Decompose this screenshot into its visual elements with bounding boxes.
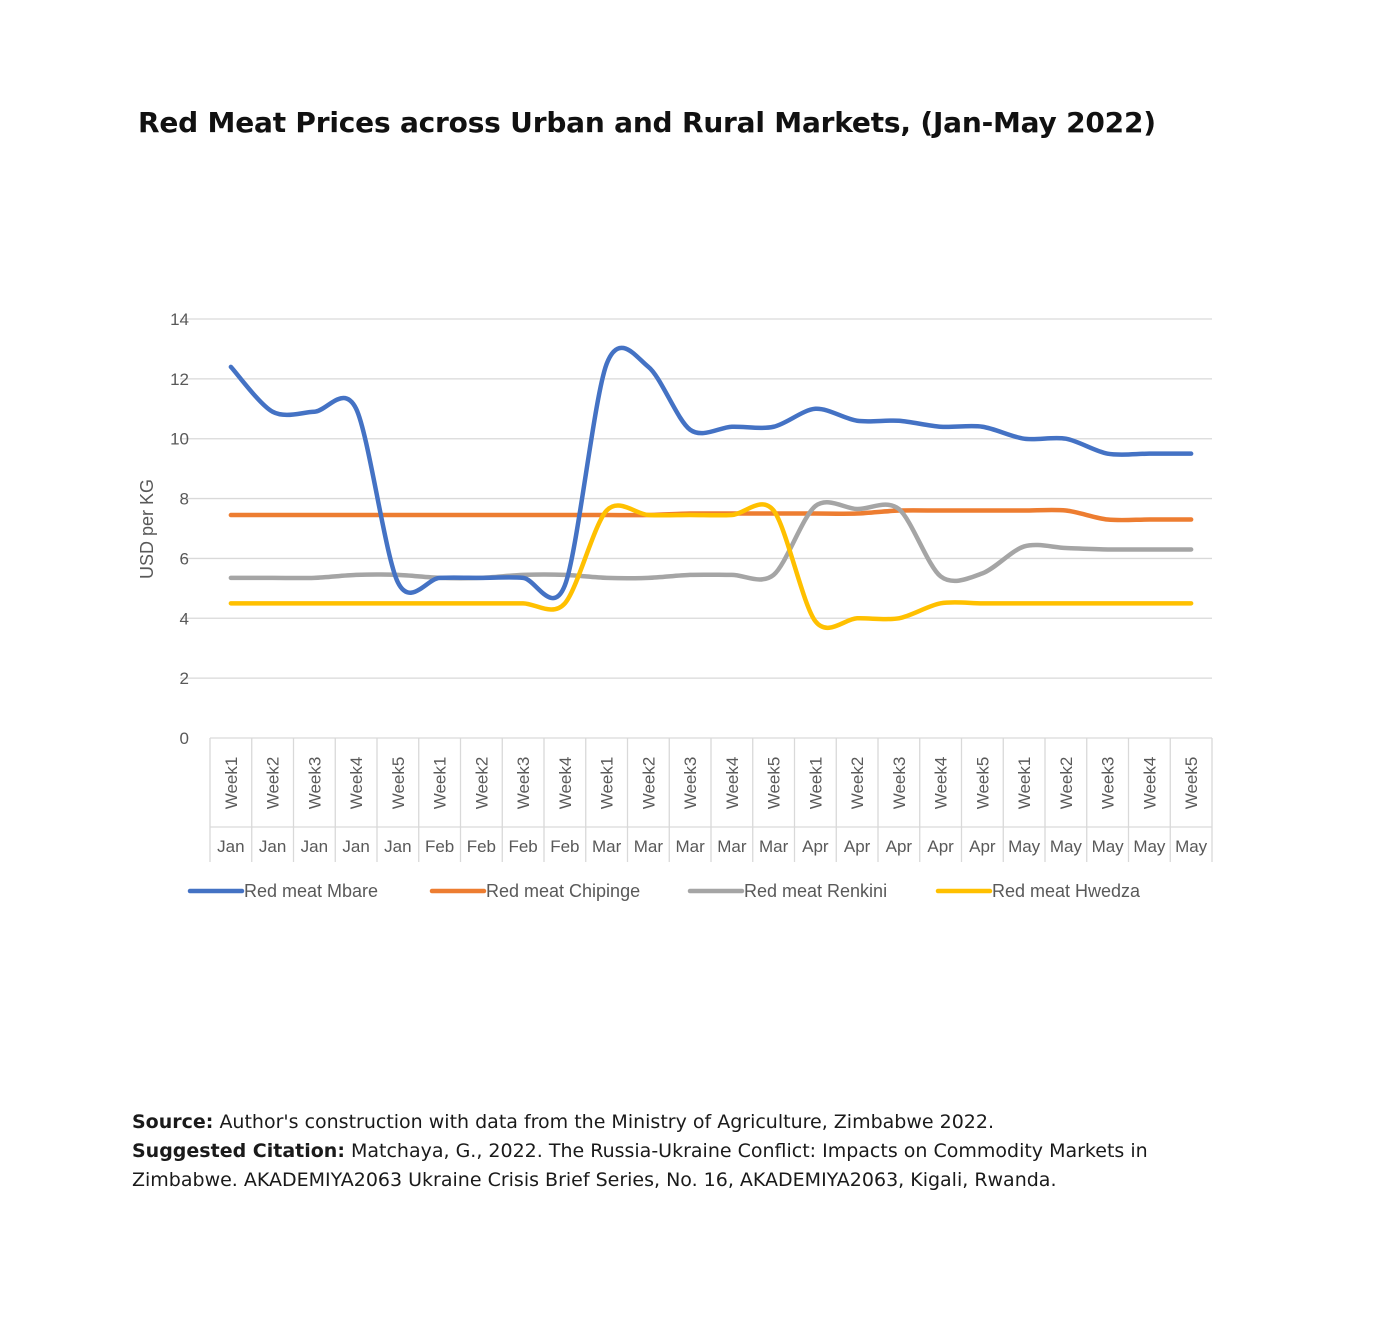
series-line-3: [228, 500, 1194, 584]
x-tick-month-label: May: [1050, 837, 1083, 856]
series-line-1: [228, 345, 1194, 601]
legend: Red meat Mbare Red meat Chipinge Red meat …: [187, 881, 1141, 901]
citation-line: Suggested Citation: Matchaya, G., 2022. …: [132, 1137, 1212, 1195]
x-tick-month-label: May: [1133, 837, 1166, 856]
x-tick-week-label: Week4: [932, 757, 951, 810]
y-tick-label: 4: [180, 609, 189, 628]
x-tick-week-label: Week3: [305, 757, 324, 810]
legend-label: Red meat Hwedza: [992, 881, 1141, 901]
x-tick-week-label: Week4: [347, 757, 366, 810]
x-tick-month-label: Mar: [759, 837, 789, 856]
legend-label: Red meat Mbare: [244, 881, 378, 901]
x-tick-week-label: Week5: [1182, 757, 1201, 810]
x-tick-month-label: Apr: [927, 837, 954, 856]
x-tick-week-label: Week2: [472, 757, 491, 810]
x-tick-week-label: Week1: [1015, 757, 1034, 810]
x-tick-week-label: Week4: [1140, 757, 1159, 810]
series-line-4: [228, 502, 1194, 630]
source-text: Author's construction with data from the…: [219, 1111, 995, 1133]
x-tick-month-label: Jan: [384, 837, 411, 856]
x-tick-month-label: May: [1092, 837, 1125, 856]
source-note: Source: Author's construction with data …: [132, 1108, 1212, 1195]
x-tick-month-label: Apr: [886, 837, 913, 856]
y-tick-label: 12: [170, 370, 189, 389]
x-tick-month-label: Mar: [717, 837, 747, 856]
y-tick-label: 14: [170, 310, 189, 329]
x-tick-week-label: Week3: [1099, 757, 1118, 810]
x-tick-week-label: Week1: [806, 757, 825, 810]
x-tick-month-label: Feb: [467, 837, 496, 856]
x-tick-week-label: Week2: [1057, 757, 1076, 810]
x-tick-month-label: Feb: [508, 837, 537, 856]
x-tick-month-label: Feb: [550, 837, 579, 856]
x-tick-week-label: Week3: [890, 757, 909, 810]
citation-label: Suggested Citation:: [132, 1140, 345, 1162]
gridlines: [180, 318, 1212, 679]
y-tick-label: 6: [180, 549, 189, 568]
citation-text: Matchaya, G., 2022. The Russia-Ukraine C…: [132, 1140, 1148, 1191]
y-tick-label: 2: [180, 669, 189, 688]
x-tick-week-label: Week5: [973, 757, 992, 810]
y-tick-label: 0: [180, 729, 189, 748]
x-tick-month-label: Jan: [259, 837, 286, 856]
x-tick-week-label: Week2: [264, 757, 283, 810]
x-tick-month-label: Apr: [969, 837, 996, 856]
y-tick-label: 10: [170, 430, 189, 449]
chart-title: Red Meat Prices across Urban and Rural M…: [138, 106, 1156, 139]
y-tick-label: 8: [180, 490, 189, 509]
x-tick-month-label: Mar: [592, 837, 622, 856]
source-label: Source:: [132, 1111, 214, 1133]
x-tick-week-label: Week2: [639, 757, 658, 810]
source-line: Source: Author's construction with data …: [132, 1108, 1212, 1137]
x-tick-month-label: Jan: [301, 837, 328, 856]
x-tick-week-label: Week5: [765, 757, 784, 810]
x-tick-month-label: Feb: [425, 837, 454, 856]
x-tick-month-label: Apr: [844, 837, 871, 856]
x-tick-week-label: Week1: [598, 757, 617, 810]
legend-label: Red meat Chipinge: [486, 881, 640, 901]
x-tick-month-label: Jan: [217, 837, 244, 856]
y-axis-ticks: 0 2 4 6 8 10 12 14: [170, 310, 189, 748]
x-tick-month-label: Jan: [342, 837, 369, 856]
x-tick-week-label: Week1: [222, 757, 241, 810]
x-tick-month-label: May: [1008, 837, 1041, 856]
x-tick-week-label: Week5: [389, 757, 408, 810]
x-tick-month-label: May: [1175, 837, 1208, 856]
x-tick-week-label: Week3: [681, 757, 700, 810]
y-axis-title: USD per KG: [137, 479, 157, 579]
x-tick-week-label: Week1: [431, 757, 450, 810]
x-tick-week-label: Week4: [723, 757, 742, 810]
x-axis: Week1 Jan Week2 Jan Week3 Jan Week4 Jan Week5 Jan…: [209, 737, 1213, 862]
x-tick-week-label: Week3: [514, 757, 533, 810]
x-tick-week-label: Week2: [848, 757, 867, 810]
x-tick-month-label: Apr: [802, 837, 829, 856]
x-tick-week-label: Week4: [556, 757, 575, 810]
x-tick-month-label: Mar: [634, 837, 664, 856]
legend-label: Red meat Renkini: [744, 881, 887, 901]
x-tick-month-label: Mar: [675, 837, 705, 856]
series-lines: [228, 345, 1194, 630]
